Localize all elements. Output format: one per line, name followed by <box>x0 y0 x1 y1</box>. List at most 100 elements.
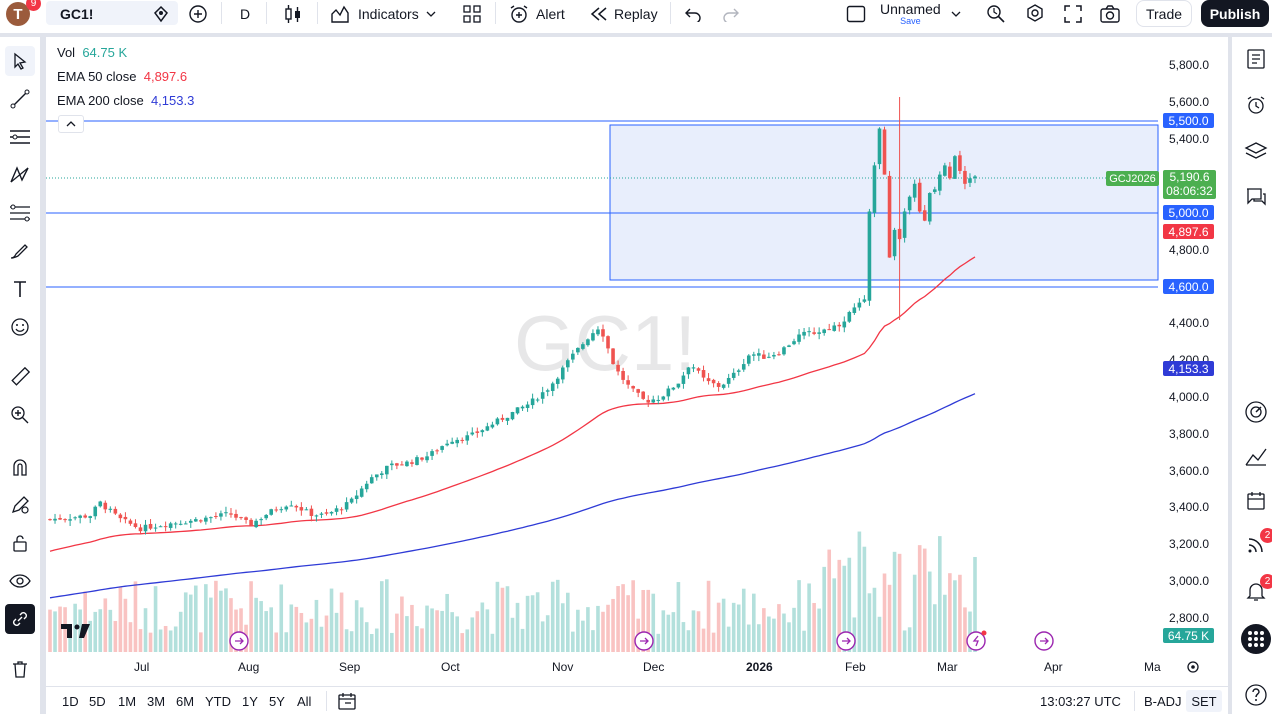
fullscreen-icon[interactable] <box>1063 0 1083 27</box>
indicators-button[interactable]: Indicators <box>330 0 437 27</box>
layout-menu-chevron-icon[interactable] <box>950 0 962 27</box>
time-tick: Aug <box>238 660 260 674</box>
help-icon[interactable] <box>1240 679 1272 711</box>
ruler-tool-icon[interactable] <box>5 362 35 392</box>
apps-grid-icon[interactable] <box>1240 623 1272 655</box>
symbol-name[interactable]: GC1! <box>60 5 94 22</box>
screener-icon[interactable] <box>1240 441 1272 473</box>
candle-type-icon[interactable] <box>283 0 303 27</box>
volume-bar <box>701 628 706 652</box>
candle-body <box>581 344 585 349</box>
ema50-tag: 4,897.6 <box>1163 224 1214 239</box>
range-5y-button[interactable]: 5Y <box>269 693 285 709</box>
volume-bar <box>118 586 123 652</box>
brush-tool-icon[interactable] <box>5 236 35 266</box>
volume-bar <box>450 612 454 652</box>
trash-icon[interactable] <box>5 654 35 684</box>
volume-bar <box>133 581 138 652</box>
candle-body <box>857 302 862 308</box>
price-tick: 5,400.0 <box>1169 132 1210 146</box>
indicators-icon <box>331 5 349 23</box>
candle-body <box>877 128 882 165</box>
candle-body <box>374 474 379 478</box>
ema200-legend[interactable]: EMA 200 close 4,153.3 <box>57 93 194 108</box>
alert-button[interactable]: Alert <box>508 0 565 27</box>
trade-button[interactable]: Trade <box>1136 0 1192 27</box>
level-tag-5500[interactable]: 5,500.0 <box>1163 113 1214 128</box>
volume-bar <box>153 586 158 652</box>
chat-icon[interactable] <box>1240 181 1272 213</box>
candle-body <box>606 336 610 349</box>
templates-icon[interactable] <box>462 0 482 27</box>
range-5d-button[interactable]: 5D <box>89 693 106 709</box>
candle-body <box>138 527 143 532</box>
volume-legend[interactable]: Vol 64.75 K <box>57 45 127 60</box>
settings-icon[interactable] <box>1024 0 1046 27</box>
news-feed-icon[interactable] <box>1240 529 1272 561</box>
collapse-legend-icon[interactable] <box>58 115 84 133</box>
volume-bar <box>862 546 867 652</box>
stay-in-drawing-icon[interactable] <box>5 490 35 520</box>
add-symbol-icon[interactable] <box>187 0 209 27</box>
range-6m-button[interactable]: 6M <box>176 693 195 709</box>
candle-body <box>576 347 580 353</box>
emoji-tool-icon[interactable] <box>5 312 35 342</box>
range-1m-button[interactable]: 1M <box>118 693 137 709</box>
calendar-icon[interactable] <box>1240 485 1272 517</box>
layout-name-button[interactable]: Unnamed Save <box>880 0 941 27</box>
candle-body <box>932 189 937 192</box>
replay-button[interactable]: Replay <box>590 0 658 27</box>
volume-bar <box>671 612 676 652</box>
layers-icon[interactable] <box>1240 135 1272 167</box>
interval-button[interactable]: D <box>240 5 251 22</box>
layout-icon[interactable] <box>846 0 866 27</box>
speedometer-icon[interactable] <box>1240 396 1272 428</box>
session-toggle[interactable]: SET <box>1186 690 1222 712</box>
chart-pane[interactable]: GC1! Vol 64.75 K EMA 50 close <box>46 37 1228 682</box>
candle-body <box>420 457 424 460</box>
publish-button[interactable]: Publish <box>1201 0 1269 27</box>
volume-bar <box>299 612 304 652</box>
quick-search-icon[interactable] <box>985 0 1007 27</box>
volume-bar <box>973 556 977 652</box>
range-1y-button[interactable]: 1Y <box>242 693 258 709</box>
range-1d-button[interactable]: 1D <box>62 693 79 709</box>
price-chart[interactable]: GC1! <box>46 37 1228 682</box>
eye-icon[interactable] <box>5 566 35 596</box>
volume-bar <box>173 626 178 652</box>
fib-tool-icon[interactable] <box>5 198 35 228</box>
trend-line-tool-icon[interactable] <box>5 84 35 114</box>
undo-icon[interactable] <box>684 0 702 27</box>
goto-date-icon[interactable] <box>337 687 357 715</box>
range-all-button[interactable]: All <box>297 693 312 709</box>
zoom-in-icon[interactable] <box>5 400 35 430</box>
contract-tag: GCJ2026 <box>1106 171 1159 186</box>
pattern-tool-icon[interactable] <box>5 160 35 190</box>
notifications-bell-icon[interactable] <box>1240 575 1272 607</box>
range-ytd-button[interactable]: YTD <box>205 693 231 709</box>
text-tool-icon[interactable] <box>5 274 35 304</box>
watchlist-icon[interactable] <box>1240 43 1272 75</box>
alarm-clock-icon[interactable] <box>1240 89 1272 121</box>
horizontal-lines-tool-icon[interactable] <box>5 122 35 152</box>
magnet-icon[interactable] <box>5 452 35 482</box>
candle-body <box>862 299 867 302</box>
camera-icon[interactable] <box>1099 0 1121 27</box>
level-tag-5000[interactable]: 5,000.0 <box>1163 205 1214 220</box>
compare-symbol-icon[interactable] <box>151 0 171 27</box>
clock-timezone[interactable]: 13:03:27 UTC <box>1040 693 1121 709</box>
level-tag-4600[interactable]: 4,600.0 <box>1163 279 1214 294</box>
link-icon[interactable] <box>5 604 35 634</box>
ema50-legend[interactable]: EMA 50 close 4,897.6 <box>57 69 187 84</box>
range-3m-button[interactable]: 3M <box>147 693 166 709</box>
volume-bar <box>938 536 942 652</box>
price-tick: 2,800.0 <box>1169 611 1210 625</box>
cursor-tool-icon[interactable] <box>5 46 35 76</box>
candle-body <box>118 514 123 519</box>
candle-body <box>269 509 273 515</box>
redo-icon[interactable] <box>722 0 740 27</box>
candle-body <box>520 406 525 409</box>
back-adjust-toggle[interactable]: B-ADJ <box>1144 693 1182 709</box>
volume-bar <box>460 633 465 652</box>
lock-icon[interactable] <box>5 528 35 558</box>
